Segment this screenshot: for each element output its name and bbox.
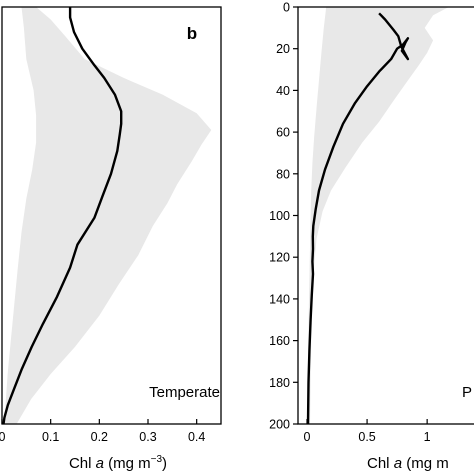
x-tick-label: 0.1 xyxy=(42,430,59,444)
x-axis-title-part: a xyxy=(96,455,104,472)
region-label: Temperate xyxy=(149,384,220,401)
y-tick-label: 180 xyxy=(269,376,290,390)
x-tick-label: 0.5 xyxy=(358,430,375,444)
profile-line xyxy=(2,7,123,425)
y-tick-label: 140 xyxy=(269,292,290,306)
envelope-area xyxy=(4,7,212,424)
x-tick-label: 0.3 xyxy=(139,430,156,444)
plot-frame xyxy=(297,6,474,425)
y-tick-label: 100 xyxy=(269,209,290,223)
x-axis-title-part: a xyxy=(394,455,402,472)
y-ticks: 0 20 40 60 80 100 120 140 160 180 200 xyxy=(269,1,298,432)
envelope-area xyxy=(307,7,449,424)
x-axis-title: Chl a (mg m xyxy=(367,455,449,472)
x-axis-title-part: Chl xyxy=(69,455,96,472)
x-axis-title-part: ) xyxy=(162,455,167,472)
x-ticks: 0 0.1 0.2 0.3 0.4 xyxy=(0,419,205,444)
x-tick-label: 1 xyxy=(424,430,431,444)
x-tick-label: 0.4 xyxy=(188,430,205,444)
y-tick-label: 60 xyxy=(276,126,290,140)
plot-frame xyxy=(1,6,222,425)
x-tick-label: 0 xyxy=(0,430,6,444)
x-axis-title-part: (mg m xyxy=(402,455,449,472)
x-ticks: 0 0.5 1 xyxy=(304,419,431,444)
y-tick-label: 0 xyxy=(283,1,290,15)
panel-letter: b xyxy=(187,24,197,43)
y-tick-label: 160 xyxy=(269,334,290,348)
y-tick-label: 120 xyxy=(269,251,290,265)
x-tick-label: 0 xyxy=(304,430,311,444)
profile-line xyxy=(306,12,410,425)
y-tick-label: 200 xyxy=(269,418,290,432)
x-tick-label: 0.2 xyxy=(91,430,108,444)
region-label: P xyxy=(462,384,472,401)
x-axis-title-superscript: −3 xyxy=(151,454,163,465)
panel-temperate: 0 0.1 0.2 0.3 0.4 b Temperate Chl a (mg m−3) xyxy=(0,6,222,472)
y-tick-label: 20 xyxy=(276,42,290,56)
x-axis-title: Chl a (mg m−3) xyxy=(69,454,167,472)
x-axis-title-part: Chl xyxy=(367,455,394,472)
y-tick-label: 80 xyxy=(276,167,290,181)
x-axis-title-part: (mg m xyxy=(104,455,151,472)
y-tick-label: 40 xyxy=(276,84,290,98)
